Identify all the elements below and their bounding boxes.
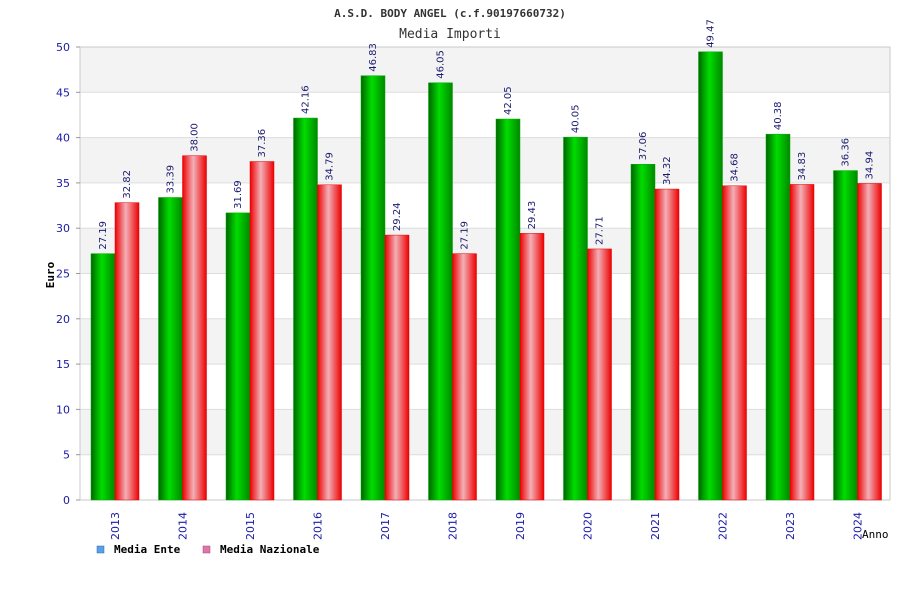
data-label-media-ente: 40.38 [773, 102, 784, 131]
chart-subtitle: Media Importi [399, 27, 501, 42]
data-label-media-ente: 31.69 [233, 180, 244, 209]
x-tick-label: 2024 [852, 512, 865, 540]
bar-media-ente [293, 117, 318, 501]
bar-media-nazionale [452, 253, 477, 501]
bar-media-nazionale [722, 185, 747, 501]
x-tick-label: 2017 [379, 512, 392, 540]
x-tick-label: 2018 [447, 512, 460, 540]
y-tick-label: 45 [56, 86, 70, 99]
y-tick-label: 10 [56, 403, 70, 416]
bar-media-ente [360, 75, 386, 501]
data-label-media-ente: 46.05 [436, 50, 447, 79]
data-label-media-ente: 42.05 [503, 86, 514, 115]
bars-group [90, 51, 882, 501]
plot-background [80, 47, 890, 500]
bar-media-nazionale [789, 184, 815, 501]
data-label-media-nazionale: 27.19 [460, 221, 471, 250]
y-tick-label: 35 [56, 177, 70, 190]
bar-media-ente [158, 197, 183, 501]
bar-media-ente [698, 51, 723, 501]
y-tick-label: 20 [56, 313, 70, 326]
data-label-media-ente: 46.83 [368, 43, 379, 72]
data-label-media-ente: 27.19 [98, 221, 109, 250]
y-tick-label: 5 [63, 449, 70, 462]
grid-band [80, 137, 890, 183]
x-tick-label: 2015 [244, 512, 257, 540]
chart-title: A.S.D. BODY ANGEL (c.f.90197660732) [334, 7, 566, 20]
grid-band [80, 47, 890, 93]
bar-media-ente [225, 212, 251, 501]
y-axis-label: Euro [44, 261, 57, 288]
data-label-media-nazionale: 32.82 [122, 170, 133, 199]
data-label-media-nazionale: 34.79 [325, 152, 336, 181]
legend-label-media-ente: Media Ente [114, 543, 181, 556]
data-label-media-ente: 37.06 [638, 132, 649, 161]
data-label-media-ente: 42.16 [301, 85, 312, 114]
x-tick-label: 2013 [109, 512, 122, 540]
bar-media-nazionale [249, 161, 275, 501]
x-tick-label: 2019 [514, 512, 527, 540]
bar-media-nazionale [654, 188, 680, 501]
data-label-media-ente: 33.39 [166, 165, 177, 194]
bar-media-nazionale [384, 234, 410, 501]
grid-band [80, 409, 890, 455]
grid-band [80, 182, 890, 229]
bar-media-ente [833, 170, 858, 501]
grid-band [80, 92, 890, 138]
bar-media-ente [765, 133, 791, 501]
data-label-media-nazionale: 29.24 [392, 202, 403, 231]
grid-band [80, 273, 890, 319]
x-tick-label: 2020 [582, 512, 595, 540]
grid-band [80, 454, 890, 500]
legend-item-media-nazionale: Media Nazionale [202, 543, 320, 556]
legend: Media Ente Media Nazionale [96, 543, 320, 556]
y-tick-label: 40 [56, 132, 70, 145]
bar-media-ente [495, 118, 521, 501]
data-labels-group: 27.19 32.82 33.39 38.00 31.69 37.36 42.16 34.79… [98, 19, 876, 249]
bar-media-nazionale [519, 233, 545, 501]
grid-band [80, 364, 890, 410]
x-tick-label: 2021 [649, 512, 662, 540]
bar-media-ente [428, 82, 453, 501]
grid-band [80, 318, 890, 365]
bar-media-ente [563, 136, 588, 501]
data-label-media-nazionale: 34.32 [662, 156, 673, 185]
y-axis-ticks: 0 5 10 15 20 25 30 35 40 45 50 [56, 41, 80, 507]
data-label-media-ente: 36.36 [841, 138, 852, 167]
y-tick-label: 30 [56, 222, 70, 235]
bar-media-ente [630, 163, 656, 501]
data-label-media-nazionale: 34.68 [730, 153, 741, 182]
x-axis-ticks: 2013 2014 2015 2016 2017 2018 2019 2020 2021 2022… [109, 512, 865, 540]
y-tick-label: 25 [56, 268, 70, 281]
x-axis-label: Anno [862, 528, 889, 541]
x-tick-label: 2023 [784, 512, 797, 540]
legend-swatch-media-nazionale [202, 545, 211, 554]
legend-item-media-ente: Media Ente [96, 543, 181, 556]
data-label-media-ente: 49.47 [706, 19, 717, 48]
data-label-media-nazionale: 27.71 [595, 216, 606, 245]
bar-media-nazionale [857, 183, 882, 501]
bar-media-nazionale [587, 248, 612, 501]
data-label-media-nazionale: 37.36 [257, 129, 268, 158]
grid-band [80, 228, 890, 274]
x-tick-label: 2022 [717, 512, 730, 540]
y-tick-label: 0 [63, 494, 70, 507]
data-label-media-nazionale: 38.00 [190, 123, 201, 152]
y-tick-label: 50 [56, 41, 70, 54]
bar-media-ente [90, 253, 116, 501]
y-tick-label: 15 [56, 358, 70, 371]
x-tick-label: 2016 [312, 512, 325, 540]
data-label-media-nazionale: 34.94 [865, 151, 876, 180]
legend-label-media-nazionale: Media Nazionale [220, 543, 320, 556]
x-tick-label: 2014 [177, 512, 190, 540]
bar-media-nazionale [182, 155, 207, 501]
data-label-media-ente: 40.05 [571, 105, 582, 134]
data-label-media-nazionale: 29.43 [527, 201, 538, 230]
bar-media-nazionale [114, 202, 140, 501]
legend-swatch-media-ente [96, 545, 105, 554]
data-label-media-nazionale: 34.83 [797, 152, 808, 181]
bar-media-nazionale [317, 184, 342, 501]
